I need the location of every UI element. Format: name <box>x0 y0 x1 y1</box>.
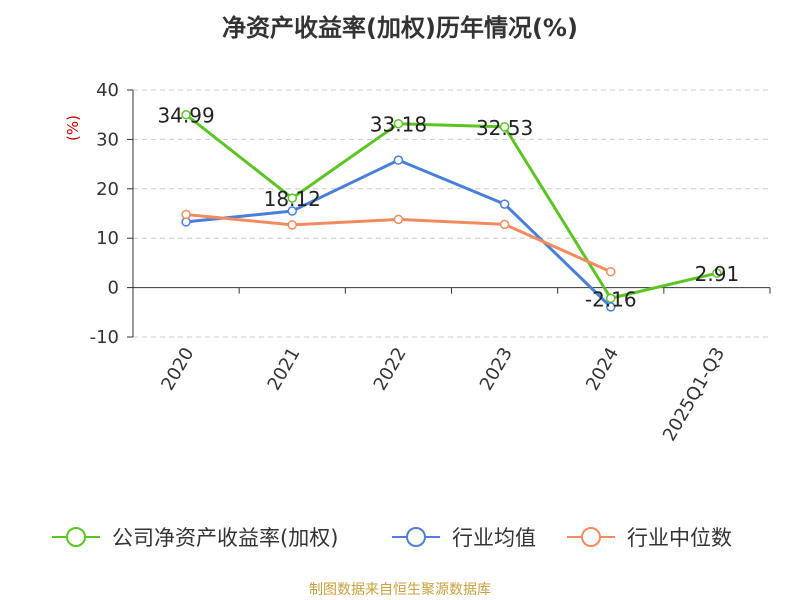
legend-label: 行业均值 <box>452 526 536 550</box>
y-tick-label: 10 <box>96 228 119 249</box>
legend-marker <box>581 527 601 547</box>
axes <box>127 89 771 338</box>
legend-label: 行业中位数 <box>627 526 732 550</box>
data-label: -2.16 <box>585 287 637 311</box>
data-label: 2.91 <box>695 262 740 286</box>
data-point <box>393 118 404 129</box>
grid-lines <box>133 89 770 338</box>
x-tick-label: 2024 <box>582 344 623 394</box>
data-point <box>393 214 404 225</box>
legend: 公司净资产收益率(加权) 行业均值 行业中位数 <box>52 526 732 550</box>
data-label: 33.18 <box>370 113 427 137</box>
data-point <box>287 220 297 230</box>
x-tick-label: 2023 <box>476 344 517 394</box>
data-label: 18.12 <box>264 187 321 211</box>
data-point <box>499 122 510 132</box>
data-point <box>287 193 297 203</box>
x-tick-label: 2020 <box>157 344 198 394</box>
legend-label: 公司净资产收益率(加权) <box>112 526 338 550</box>
data-labels: 34.99 18.12 33.18 32.53 -2.16 2.91 <box>157 104 739 312</box>
data-point <box>606 267 616 277</box>
data-point <box>181 209 191 220</box>
data-point <box>287 206 297 216</box>
legend-marker <box>66 527 86 547</box>
data-point <box>499 219 510 230</box>
y-tick-label: -10 <box>90 327 119 348</box>
y-tick-label: 30 <box>96 129 119 150</box>
data-point <box>181 109 191 120</box>
source-note: 制图数据来自恒生聚源数据库 <box>309 582 491 598</box>
y-axis-label: (%) <box>64 115 82 141</box>
y-tick-labels: -10 0 10 20 30 40 (%) <box>64 80 119 348</box>
y-tick-label: 40 <box>96 80 119 101</box>
y-tick-label: 0 <box>108 278 119 299</box>
chart-title: 净资产收益率(加权)历年情况(%) <box>222 14 578 42</box>
x-tick-label: 2025Q1-Q3 <box>659 344 729 445</box>
series-line <box>185 113 718 300</box>
data-point <box>712 268 722 278</box>
data-point <box>606 302 616 312</box>
data-point <box>499 199 510 209</box>
series-points <box>181 109 722 312</box>
legend-marker <box>406 527 426 547</box>
y-tick-label: 20 <box>96 179 119 200</box>
data-label: 32.53 <box>476 116 533 140</box>
x-tick-label: 2022 <box>370 344 411 394</box>
x-tick-label: 2021 <box>263 344 304 394</box>
data-label: 34.99 <box>157 104 214 128</box>
x-tick-labels: 2020 2021 2022 2023 2024 2025Q1-Q3 <box>157 344 729 445</box>
data-point <box>393 155 404 165</box>
series-line <box>185 158 612 308</box>
